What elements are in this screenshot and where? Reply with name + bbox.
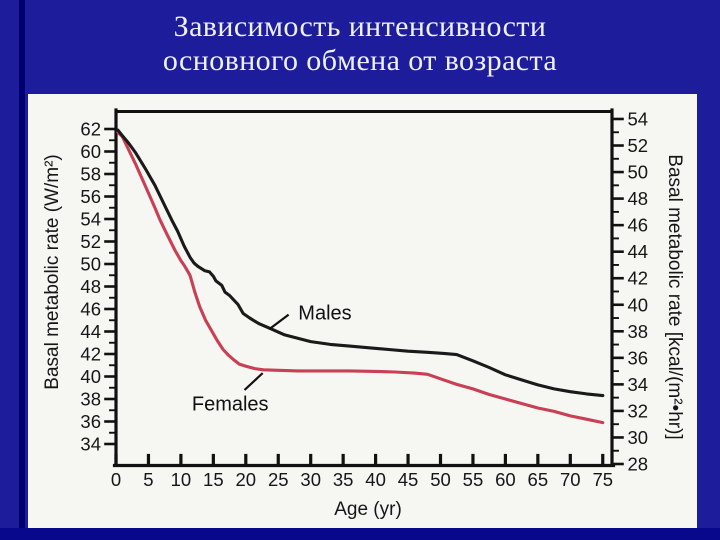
x-axis-tick-label: 50 (430, 469, 451, 490)
left-axis-title: Basal metabolic rate (W/m²) (42, 154, 63, 389)
right-axis-tick-label: 54 (628, 108, 649, 129)
x-axis-tick-label: 75 (592, 469, 613, 490)
slide-title: Зависимость интенсивности основного обме… (0, 10, 720, 78)
left-axis-tick-label: 62 (80, 119, 101, 140)
males-leader-line (268, 313, 290, 331)
right-axis-tick-label: 40 (628, 294, 649, 315)
left-axis-tick-label: 40 (80, 366, 101, 387)
left-axis-tick-label: 48 (80, 276, 101, 297)
slide-title-line2: основного обмена от возраста (162, 44, 558, 77)
left-axis-tick-label: 36 (80, 411, 101, 432)
right-axis-tick-label: 46 (628, 215, 649, 236)
x-axis-tick-label: 0 (111, 469, 121, 490)
left-axis-tick-label: 34 (80, 434, 101, 455)
x-axis-tick-label: 15 (203, 469, 224, 490)
x-axis-tick-label: 5 (143, 469, 153, 490)
left-axis-tick-label: 44 (80, 321, 101, 342)
x-axis-tick-label: 55 (463, 469, 484, 490)
x-axis-tick-label: 40 (365, 469, 386, 490)
left-axis-tick-label: 60 (80, 141, 101, 162)
x-axis-tick-label: 70 (560, 469, 581, 490)
left-axis-tick-label: 58 (80, 164, 101, 185)
x-axis-title: Age (yr) (334, 499, 402, 520)
females-curve (116, 130, 605, 425)
right-axis-tick-label: 48 (628, 188, 649, 209)
right-axis-tick-label: 30 (628, 427, 649, 448)
left-axis-tick-label: 42 (80, 344, 101, 365)
x-axis-tick-label: 10 (171, 469, 192, 490)
males-series-label: Males (298, 302, 351, 324)
chart-panel: 62 60 58 56 54 52 50 48 46 44 42 40 38 36 34 54 52 50 48 46… (28, 94, 697, 528)
x-axis-tick-label: 25 (268, 469, 289, 490)
bmr-vs-age-chart: 6260585654525048464442403836345452504846… (42, 108, 685, 520)
right-axis-tick-label: 34 (628, 374, 649, 395)
right-axis-tick-label: 50 (628, 162, 649, 183)
right-axis-tick-label: 52 (628, 135, 649, 156)
x-axis-tick-label: 45 (398, 469, 419, 490)
x-axis-tick-label: 65 (528, 469, 549, 490)
right-axis-tick-label: 42 (628, 268, 649, 289)
left-accent-stripe (19, 0, 25, 540)
right-axis-tick-label: 38 (628, 321, 649, 342)
x-axis-tick-label: 35 (333, 469, 354, 490)
right-axis-tick-label: 44 (628, 241, 649, 262)
left-axis-tick-label: 50 (80, 254, 101, 275)
males-curve (116, 128, 605, 398)
right-axis-tick-label: 36 (628, 347, 649, 368)
left-axis-tick-label: 54 (80, 209, 101, 230)
x-axis-tick-label: 30 (300, 469, 321, 490)
left-axis-tick-label: 46 (80, 299, 101, 320)
x-axis-tick-label: 60 (495, 469, 516, 490)
right-axis-tick-label: 28 (628, 454, 649, 475)
slide-title-line1: Зависимость интенсивности (173, 10, 547, 43)
right-axis-tick-label: 32 (628, 400, 649, 421)
females-series-label: Females (192, 394, 269, 416)
x-axis-tick-label: 20 (236, 469, 257, 490)
right-axis-title: Basal metabolic rate [kcal/(m²•hr)] (664, 154, 685, 439)
left-axis-tick-label: 56 (80, 186, 101, 207)
left-axis-tick-label: 38 (80, 389, 101, 410)
females-leader-line (243, 372, 264, 391)
bottom-strip (0, 528, 720, 540)
left-axis-tick-label: 52 (80, 231, 101, 252)
